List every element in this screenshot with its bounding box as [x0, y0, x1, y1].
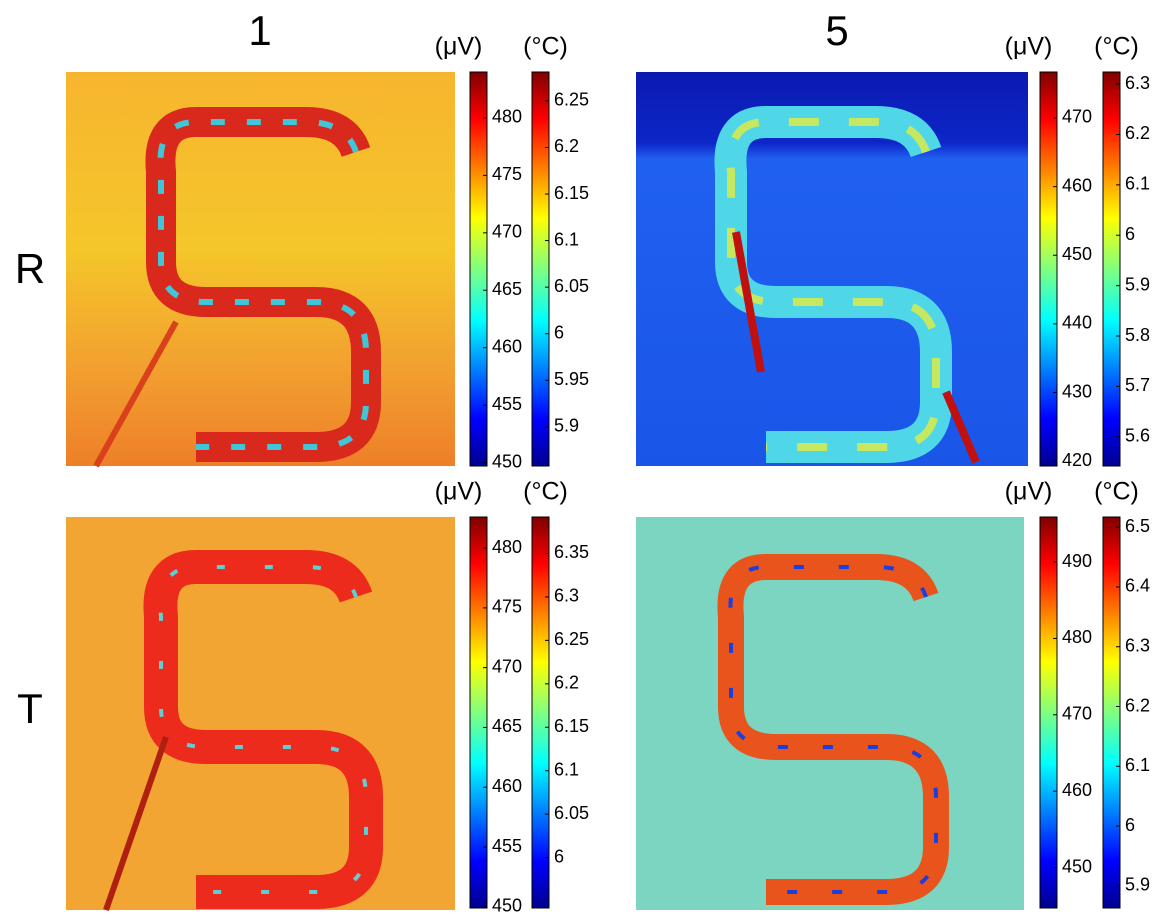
tick-label: 5.9: [1125, 274, 1150, 294]
map-image: [66, 517, 455, 911]
colorbar-unit: (μV): [435, 478, 483, 506]
tick-label: 440: [1062, 313, 1092, 333]
colorbar: [1039, 71, 1058, 467]
tick-label: 480: [1062, 627, 1092, 647]
tick-label: 6.2: [554, 673, 579, 693]
tick-label: 490: [1062, 551, 1092, 571]
tick-label: 460: [492, 336, 522, 356]
tick-label: 6.2: [1125, 123, 1150, 143]
map-image: [636, 517, 1024, 910]
colorbar: [469, 516, 488, 909]
tick-label: 6.3: [1125, 73, 1150, 93]
colorbar-unit: (μV): [1005, 33, 1053, 61]
map-image: [66, 72, 455, 468]
colorbar-unit: (μV): [1005, 478, 1053, 506]
colorbar: [469, 71, 488, 467]
colorbar-unit: (°C): [1094, 478, 1139, 506]
tick-label: 455: [492, 394, 522, 414]
tick-label: 475: [492, 597, 522, 617]
colorbar: [531, 71, 550, 467]
tick-label: 6: [554, 322, 564, 342]
tick-label: 465: [492, 716, 522, 736]
tick-label: 450: [492, 896, 522, 914]
colorbar: [531, 516, 550, 909]
tick-label: 460: [1062, 175, 1092, 195]
tick-label: 6.15: [554, 716, 589, 736]
colorbar-unit: (°C): [523, 478, 568, 506]
tick-label: 5.7: [1125, 375, 1150, 395]
row-label: T: [17, 685, 43, 732]
column-label: 5: [825, 7, 848, 54]
tick-label: 6.1: [554, 229, 579, 249]
tick-label: 480: [492, 537, 522, 557]
tick-label: 5.9: [554, 416, 579, 436]
tick-label: 6.15: [554, 183, 589, 203]
tick-label: 470: [492, 656, 522, 676]
tick-label: 6: [554, 846, 564, 866]
tick-label: 6: [1125, 224, 1135, 244]
colorbar: [1102, 71, 1121, 467]
tick-label: 470: [1062, 704, 1092, 724]
tick-label: 455: [492, 836, 522, 856]
column-label: 1: [248, 7, 271, 54]
tick-label: 6.25: [554, 629, 589, 649]
colorbar-unit: (°C): [1094, 33, 1139, 61]
tick-label: 450: [1062, 244, 1092, 264]
tick-label: 6.1: [1125, 174, 1150, 194]
tick-label: 470: [492, 222, 522, 242]
colorbar-unit: (μV): [435, 33, 483, 61]
tick-label: 6.4: [1125, 576, 1150, 596]
tick-label: 480: [492, 107, 522, 127]
tick-label: 460: [492, 776, 522, 796]
tick-label: 460: [1062, 780, 1092, 800]
tick-label: 6.35: [554, 542, 589, 562]
tick-label: 465: [492, 279, 522, 299]
tick-label: 6.2: [554, 136, 579, 156]
tick-label: 450: [492, 451, 522, 471]
tick-label: 6.3: [554, 586, 579, 606]
map-image: [636, 72, 1028, 466]
tick-label: 6.3: [1125, 635, 1150, 655]
tick-label: 6.5: [1125, 516, 1150, 536]
tick-label: 6.2: [1125, 695, 1150, 715]
tick-label: 6.1: [554, 759, 579, 779]
tick-label: 5.8: [1125, 325, 1150, 345]
colorbar: [1102, 516, 1121, 909]
tick-label: 6.05: [554, 803, 589, 823]
tick-label: 475: [492, 164, 522, 184]
tick-label: 5.6: [1125, 426, 1150, 446]
tick-label: 420: [1062, 450, 1092, 470]
tick-label: 6: [1125, 815, 1135, 835]
tick-label: 6.1: [1125, 755, 1150, 775]
tick-label: 430: [1062, 381, 1092, 401]
colorbar-unit: (°C): [523, 33, 568, 61]
tick-label: 470: [1062, 107, 1092, 127]
tick-label: 6.25: [554, 90, 589, 110]
tick-label: 6.05: [554, 276, 589, 296]
row-label: R: [15, 245, 45, 292]
tick-label: 5.95: [554, 369, 589, 389]
colorbar: [1039, 516, 1058, 909]
tick-label: 5.9: [1125, 875, 1150, 895]
tick-label: 450: [1062, 856, 1092, 876]
